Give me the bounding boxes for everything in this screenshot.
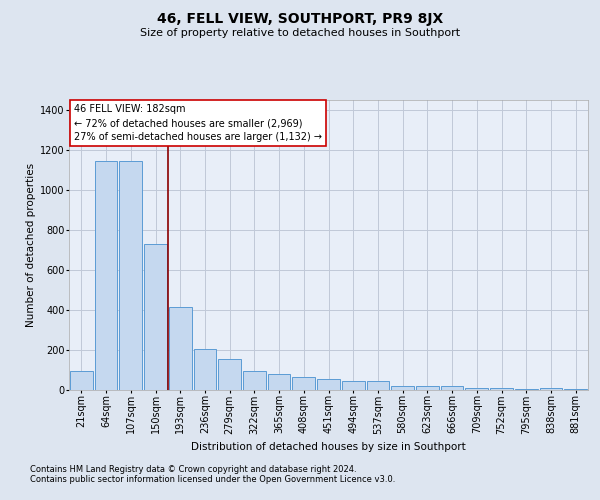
Bar bbox=[515, 389, 538, 390]
X-axis label: Distribution of detached houses by size in Southport: Distribution of detached houses by size … bbox=[191, 442, 466, 452]
Text: Contains public sector information licensed under the Open Government Licence v3: Contains public sector information licen… bbox=[30, 476, 395, 484]
Bar bbox=[441, 386, 463, 390]
Bar bbox=[367, 381, 389, 390]
Bar bbox=[119, 161, 142, 390]
Bar bbox=[268, 374, 290, 390]
Text: Contains HM Land Registry data © Crown copyright and database right 2024.: Contains HM Land Registry data © Crown c… bbox=[30, 466, 356, 474]
Bar bbox=[317, 379, 340, 390]
Text: Size of property relative to detached houses in Southport: Size of property relative to detached ho… bbox=[140, 28, 460, 38]
Bar bbox=[539, 388, 562, 390]
Bar bbox=[169, 307, 191, 390]
Bar bbox=[95, 161, 118, 390]
Bar bbox=[194, 349, 216, 390]
Y-axis label: Number of detached properties: Number of detached properties bbox=[26, 163, 36, 327]
Bar bbox=[144, 244, 167, 390]
Bar bbox=[466, 388, 488, 390]
Bar bbox=[391, 386, 414, 390]
Bar bbox=[564, 389, 587, 390]
Bar bbox=[243, 371, 266, 390]
Text: 46, FELL VIEW, SOUTHPORT, PR9 8JX: 46, FELL VIEW, SOUTHPORT, PR9 8JX bbox=[157, 12, 443, 26]
Bar bbox=[416, 386, 439, 390]
Text: 46 FELL VIEW: 182sqm
← 72% of detached houses are smaller (2,969)
27% of semi-de: 46 FELL VIEW: 182sqm ← 72% of detached h… bbox=[74, 104, 322, 142]
Bar bbox=[292, 377, 315, 390]
Bar bbox=[342, 381, 365, 390]
Bar bbox=[218, 359, 241, 390]
Bar bbox=[490, 388, 513, 390]
Bar bbox=[70, 371, 93, 390]
